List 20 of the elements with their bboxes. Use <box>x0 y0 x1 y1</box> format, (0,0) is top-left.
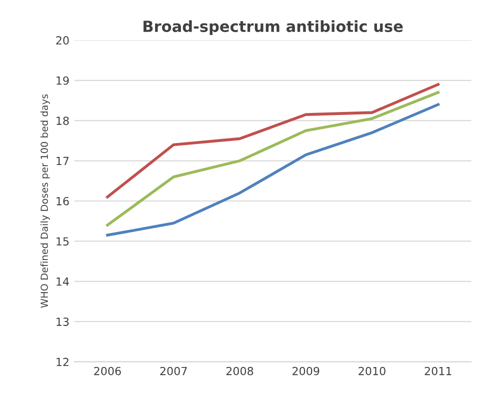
line-series <box>106 91 440 227</box>
line-series <box>106 103 440 237</box>
x-tick-label: 2009 <box>292 366 320 376</box>
x-tick-label: 2010 <box>358 366 386 376</box>
x-tick-label: 2011 <box>424 366 452 376</box>
chart-title: Broad-spectrum antibiotic use <box>144 20 403 36</box>
y-tick-label: 15 <box>56 237 69 246</box>
y-tick-label: 12 <box>56 358 68 366</box>
y-tick-label: 14 <box>56 278 69 286</box>
y-tick-label: 19 <box>56 76 69 85</box>
y-tick-label: 18 <box>56 116 69 125</box>
y-tick-label: 17 <box>56 156 69 166</box>
x-tick-label: 2008 <box>226 366 254 376</box>
line-series <box>106 83 440 198</box>
x-tick-label: 2007 <box>160 366 187 376</box>
y-axis-title: WHO Defined Daily Doses per 100 bed days <box>40 94 50 308</box>
y-tick-label: 20 <box>56 36 69 45</box>
y-tick-label: 16 <box>56 196 69 206</box>
x-tick-label: 2006 <box>94 366 121 376</box>
y-tick-label: 13 <box>56 318 69 326</box>
